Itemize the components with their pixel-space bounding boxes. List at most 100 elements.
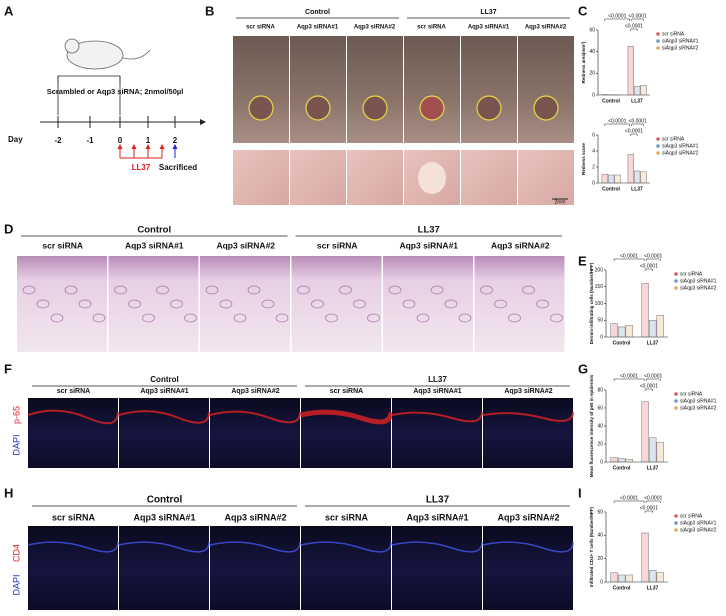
y-tick-label: 40	[597, 533, 603, 539]
significance-bracket	[604, 123, 631, 126]
y-tick-label: 0	[600, 579, 603, 585]
significance-bracket	[630, 28, 638, 31]
condition-header: Aqp3 siRNA#1	[140, 388, 188, 395]
significance-bracket	[613, 378, 645, 381]
tissue-feature	[114, 285, 127, 295]
histology-image	[200, 256, 290, 352]
injection-head	[131, 144, 137, 149]
y-tick-label: 60	[597, 405, 603, 411]
legend-marker	[674, 272, 678, 276]
sacrifice-head	[172, 144, 178, 149]
fluorescence-image	[483, 526, 573, 610]
condition-header: scr siRNA	[42, 240, 83, 250]
fluorescence-image	[301, 526, 391, 610]
epidermis	[391, 411, 483, 423]
p-value: <0.0001	[644, 253, 662, 259]
significance-bracket	[644, 268, 653, 271]
epidermis	[391, 541, 483, 553]
legend-label: scr siRNA	[680, 391, 703, 397]
stain-label: DAPI	[11, 574, 21, 595]
lesion	[418, 162, 446, 194]
condition-header: Aqp3 siRNA#1	[125, 240, 184, 250]
y-tick-label: 60	[597, 509, 603, 515]
condition-header: Aqp3 siRNA#1	[297, 25, 339, 31]
x-tick-label: Control	[613, 340, 631, 346]
legend-label: siAqp3 siRNA#2	[680, 285, 717, 291]
legend-marker	[656, 151, 660, 155]
condition-header: Aqp3 siRNA#2	[525, 25, 567, 31]
y-axis-label: Mean fluorescence intensity of p65 in ep…	[589, 374, 594, 477]
fluorescence-image	[119, 398, 209, 468]
histology-image	[291, 256, 382, 352]
treatment-label: Scrambled or Aqp3 siRNA; 2nmol/50µl	[47, 87, 184, 96]
y-axis-label: Dermis-infiltrating cells (Number/HPF)	[589, 262, 594, 344]
tissue-feature	[494, 299, 507, 309]
day-value: 2	[173, 136, 178, 145]
y-tick-label: 0	[600, 459, 603, 465]
fluorescence-image	[28, 398, 118, 468]
bar	[610, 572, 618, 583]
legend-label: scr siRNA	[662, 31, 685, 37]
fluorescence-image	[392, 526, 482, 610]
scale-label: 2mm	[554, 199, 565, 205]
epidermis	[209, 410, 301, 424]
lesion-circle	[476, 95, 502, 121]
tissue-feature	[522, 285, 535, 295]
tissue-feature	[275, 313, 289, 323]
epidermis	[27, 409, 119, 425]
mouse-photo	[347, 36, 403, 143]
legend-marker	[674, 279, 678, 283]
tissue-feature	[353, 299, 366, 309]
skin-photo	[461, 150, 517, 205]
tissue-feature	[444, 299, 458, 309]
legend-marker	[674, 286, 678, 290]
condition-header: Aqp3 siRNA#2	[504, 388, 552, 395]
legend-label: siAqp3 siRNA#2	[680, 527, 717, 533]
condition-header: Aqp3 siRNA#1	[413, 388, 461, 395]
bar	[656, 572, 664, 583]
skin-photo	[347, 150, 403, 205]
histology-image	[383, 256, 473, 352]
significance-bracket	[604, 18, 631, 21]
day-value: 0	[118, 136, 123, 145]
epidermis	[482, 541, 574, 553]
bar	[648, 570, 657, 583]
bar	[610, 323, 618, 338]
bar	[614, 174, 621, 184]
legend-label: siAqp3 siRNA#1	[662, 143, 699, 149]
p-value: <0.0001	[629, 13, 647, 19]
day-value: -1	[86, 136, 94, 145]
legend-marker	[674, 521, 678, 525]
p-value: <0.0001	[640, 505, 658, 511]
epidermis	[300, 409, 394, 425]
mouse-photo	[461, 36, 517, 143]
y-tick-label: 0	[600, 334, 603, 340]
legend-label: siAqp3 siRNA#2	[662, 45, 699, 51]
skin-photo	[290, 150, 346, 205]
tissue-feature	[430, 285, 444, 295]
tissue-feature	[219, 299, 233, 309]
p-value: <0.0001	[625, 128, 643, 134]
fluorescence-image	[301, 398, 391, 468]
condition-header: Aqp3 siRNA#1	[468, 25, 510, 31]
legend-label: siAqp3 siRNA#2	[680, 405, 717, 411]
p-value: <0.0001	[620, 373, 638, 379]
significance-bracket	[630, 133, 638, 136]
legend-label: scr siRNA	[680, 513, 703, 519]
p-value: <0.0001	[608, 118, 626, 124]
condition-header: Aqp3 siRNA#2	[491, 240, 550, 250]
tissue-feature	[50, 313, 64, 323]
tissue-feature	[508, 313, 521, 323]
bar	[627, 46, 634, 96]
fluorescence-image	[119, 526, 209, 610]
epidermis	[209, 541, 301, 553]
tissue-feature	[92, 313, 106, 323]
condition-header: scr siRNA	[246, 25, 275, 31]
y-tick-label: 50	[597, 318, 603, 324]
p-value: <0.0001	[620, 253, 638, 259]
bar	[641, 532, 649, 583]
histology-image	[474, 256, 565, 352]
tissue-feature	[142, 313, 155, 323]
condition-header: scr siRNA	[57, 388, 90, 395]
